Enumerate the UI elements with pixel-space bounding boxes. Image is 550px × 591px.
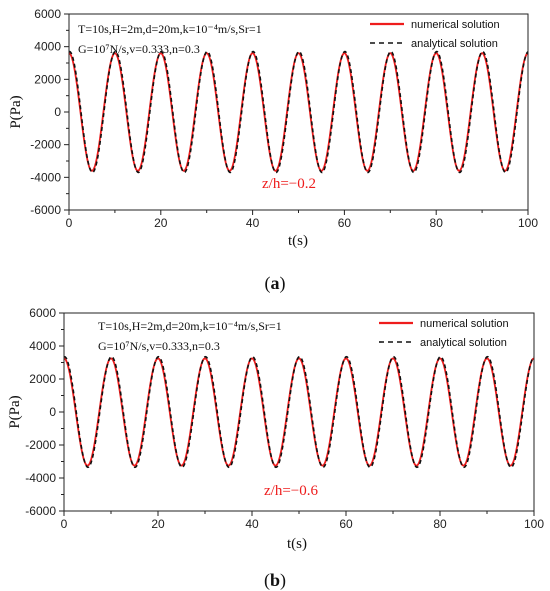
panel-a-y-tick-label: 4000	[34, 40, 61, 54]
panel-a-x-tick-label: 0	[66, 216, 73, 230]
panel-a-params-line2: G=10⁷N/s,v=0.333,n=0.3	[78, 42, 200, 56]
panel-a-legend-analytical-label: analytical solution	[411, 38, 498, 50]
panel-a-series	[69, 50, 528, 174]
panel-a-x-tick-label: 80	[430, 216, 444, 230]
panel-b-x-tick-label: 80	[433, 517, 447, 531]
panel-b: -6000 -4000 -2000 0 2000 4000 6000 0 20 40 60 80 100…	[7, 306, 544, 591]
panel-b-y-tick-label: 6000	[29, 306, 56, 320]
panel-a-y-tick-label: 0	[54, 105, 61, 119]
panel-b-y-tick-label: -6000	[25, 504, 56, 518]
panel-a-y-tick-label: -2000	[30, 138, 61, 152]
panel-b-y-axis-label: P(Pa)	[7, 395, 23, 428]
panel-b-y-tick-label: 4000	[29, 339, 56, 353]
panel-a-y-tick-label: 2000	[34, 72, 61, 86]
panel-a-label: (a)	[265, 273, 286, 294]
panel-b-annotation: z/h=−0.6	[264, 483, 318, 499]
panel-a-x-tick-label: 60	[338, 216, 352, 230]
panel-b-analytical-curve	[64, 355, 534, 469]
panel-a: -6000 -4000 -2000 0 2000 4000 6000 0 20 40 60 80 100…	[8, 7, 538, 294]
panel-b-y-tick-label: -2000	[25, 438, 56, 452]
panel-a-y-tick-label: -6000	[30, 203, 61, 217]
panel-a-legend-numerical-label: numerical solution	[411, 19, 500, 31]
panel-b-ticks: -6000 -4000 -2000 0 2000 4000 6000 0 20 40 60 80 100	[25, 306, 544, 531]
panel-b-y-tick-label: 2000	[29, 372, 56, 386]
panel-b-y-tick-label: -4000	[25, 471, 56, 485]
panel-a-ticks: -6000 -4000 -2000 0 2000 4000 6000 0 20 40 60 80 100	[30, 7, 538, 230]
panel-b-x-tick-label: 0	[61, 517, 68, 531]
panel-a-x-tick-label: 40	[246, 216, 260, 230]
panel-a-params-line1: T=10s,H=2m,d=20m,k=10⁻⁴m/s,Sr=1	[78, 22, 262, 36]
panel-a-y-axis-label: P(Pa)	[8, 95, 24, 128]
panel-a-x-tick-label: 20	[154, 216, 168, 230]
panel-a-analytical-curve	[69, 50, 528, 174]
panel-a-plot-frame	[68, 13, 529, 211]
panel-b-legend-analytical-label: analytical solution	[420, 337, 507, 349]
panel-b-x-tick-label: 40	[245, 517, 259, 531]
panel-b-plot-frame	[63, 312, 535, 512]
panel-b-legend-numerical-label: numerical solution	[420, 318, 509, 330]
panel-b-label: (b)	[264, 570, 286, 591]
panel-a-y-tick-label: 6000	[34, 7, 61, 21]
panel-b-x-axis-label: t(s)	[287, 536, 307, 552]
panel-b-x-tick-label: 100	[524, 517, 544, 531]
panel-b-series	[64, 355, 534, 469]
panel-b-x-tick-label: 20	[151, 517, 165, 531]
panel-b-y-tick-label: 0	[49, 405, 56, 419]
panel-a-y-tick-label: -4000	[30, 170, 61, 184]
panel-b-x-tick-label: 60	[339, 517, 353, 531]
panel-a-x-axis-label: t(s)	[288, 233, 308, 249]
panel-b-params-line2: G=10⁷N/s,v=0.333,n=0.3	[98, 339, 220, 353]
panel-b-params-line1: T=10s,H=2m,d=20m,k=10⁻⁴m/s,Sr=1	[98, 319, 282, 333]
panel-a-annotation: z/h=−0.2	[262, 176, 316, 192]
panel-a-x-tick-label: 100	[518, 216, 538, 230]
